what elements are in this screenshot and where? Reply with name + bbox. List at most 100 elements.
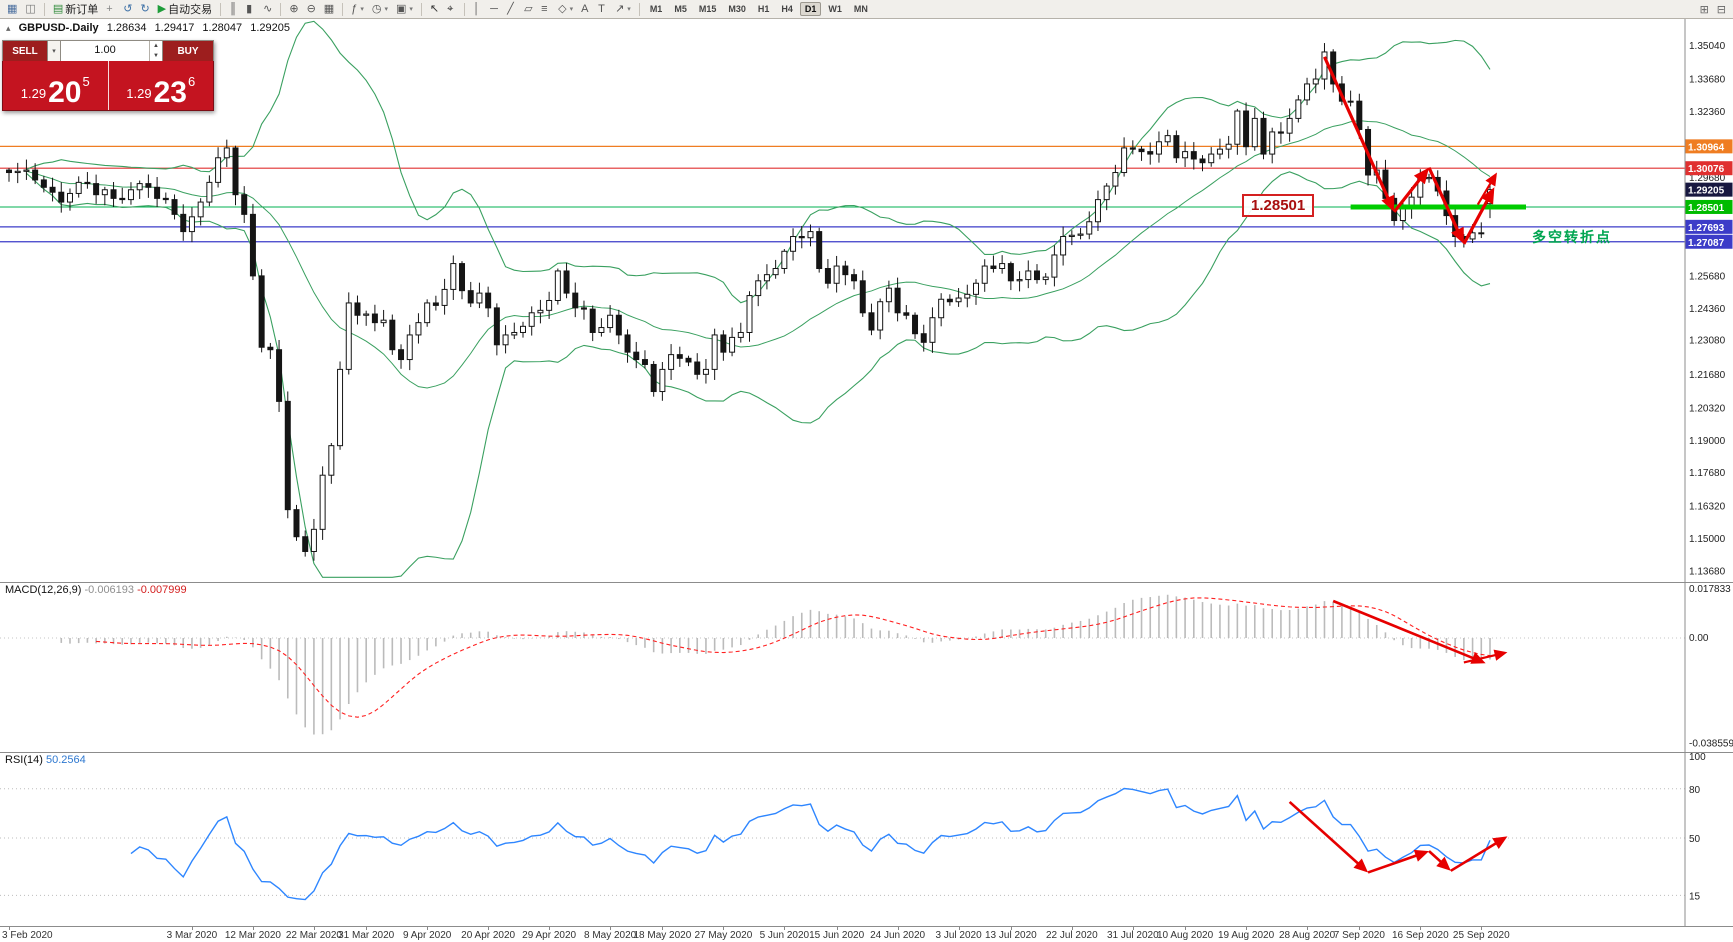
- volume-field[interactable]: 1.00 ▲ ▼: [61, 41, 163, 61]
- shapes-menu[interactable]: ◇ ▾: [554, 1, 577, 18]
- svg-text:1.29205: 1.29205: [1688, 186, 1725, 197]
- bid-price[interactable]: 1.29 20 5: [3, 61, 109, 110]
- restore-window-icon[interactable]: ⊟: [1716, 3, 1726, 16]
- svg-text:100: 100: [1689, 753, 1706, 763]
- rsi-value: 50.2564: [45, 754, 86, 766]
- date-label: 15 Jun 2020: [809, 930, 865, 941]
- svg-text:15: 15: [1689, 891, 1701, 902]
- new-order-button: ▤: [52, 2, 64, 15]
- volume-up-icon[interactable]: ▲: [153, 43, 159, 49]
- timeframe-h1[interactable]: H1: [757, 4, 770, 14]
- ask-int: 1.29: [126, 86, 152, 102]
- date-label: 29 Apr 2020: [522, 930, 577, 941]
- channel-icon: ▱: [524, 2, 533, 15]
- sell-button[interactable]: SELL: [3, 41, 47, 61]
- autotrade-button[interactable]: ▶ 自动交易: [154, 1, 216, 18]
- macd-panel[interactable]: 0.017833 0.00 -0.038559: [0, 583, 1733, 752]
- candlestick-chart-icon[interactable]: ▮: [242, 1, 259, 18]
- time-tick: [313, 927, 315, 930]
- line-chart-icon[interactable]: ∿: [259, 1, 276, 18]
- time-tick: [1307, 927, 1309, 930]
- panel-separator-rsi[interactable]: [0, 752, 1733, 753]
- svg-text:1.28501: 1.28501: [1688, 203, 1725, 214]
- refresh-icon[interactable]: ↺: [119, 1, 136, 18]
- ohlc-close: 1.29205: [250, 22, 290, 34]
- channel-icon[interactable]: ▱: [520, 1, 537, 18]
- timeframe-m15[interactable]: M15: [698, 4, 717, 14]
- time-tick: [836, 927, 838, 930]
- indicators-menu[interactable]: ƒ ▾: [347, 1, 368, 18]
- time-tick: [1071, 927, 1073, 930]
- periods-menu[interactable]: ◷ ▾: [368, 1, 392, 18]
- time-tick: [1185, 927, 1187, 930]
- periods-menu: ◷: [371, 2, 382, 15]
- cursor-icon: ↖: [429, 2, 440, 15]
- chart-window-icon[interactable]: ◫: [21, 1, 39, 18]
- date-label: 12 Mar 2020: [224, 930, 281, 941]
- cursor-icon[interactable]: ↖: [426, 1, 443, 18]
- chart-shift-icon[interactable]: ▴: [6, 23, 11, 33]
- time-tick: [723, 927, 725, 930]
- svg-text:50: 50: [1689, 834, 1701, 845]
- new-order-button[interactable]: ▤ 新订单: [49, 1, 102, 18]
- vertical-line-icon: │: [473, 2, 480, 15]
- tile-windows-icon[interactable]: ▦: [320, 1, 338, 18]
- svg-text:1.20320: 1.20320: [1689, 403, 1726, 414]
- timeframe-d1[interactable]: D1: [799, 2, 822, 16]
- chevron-down-icon: ▾: [360, 6, 364, 13]
- timeframe-w1[interactable]: W1: [828, 4, 842, 14]
- date-label: 10 Aug 2020: [1156, 930, 1214, 941]
- macd-name: MACD(12,26,9): [5, 584, 82, 596]
- volume-value[interactable]: 1.00: [94, 44, 116, 56]
- date-label: 3 Feb 2020: [2, 930, 53, 941]
- buy-button[interactable]: BUY: [163, 41, 213, 61]
- volume-down-icon[interactable]: ▼: [153, 53, 159, 59]
- toolbar-separator: [638, 2, 640, 16]
- fibonacci-icon[interactable]: ≡: [537, 1, 554, 18]
- vertical-line-icon[interactable]: │: [469, 1, 486, 18]
- time-tick: [191, 927, 193, 930]
- trendline-icon[interactable]: ╱: [503, 1, 520, 18]
- main-price-chart[interactable]: 1.35040 1.33680 1.32360 1.29680 1.25680 1.243…: [0, 18, 1733, 582]
- volume-spinner[interactable]: ▲ ▼: [149, 41, 162, 61]
- timeframe-h4[interactable]: H4: [781, 4, 793, 14]
- zoom-window-icon[interactable]: ⊞: [1699, 3, 1709, 16]
- expert-advisor-icon[interactable]: +: [102, 1, 119, 18]
- horizontal-line-icon[interactable]: ─: [486, 1, 503, 18]
- crosshair-icon[interactable]: ⌖: [443, 1, 460, 18]
- chart-grid-icon[interactable]: ▦: [3, 1, 21, 18]
- text-tool-icon[interactable]: A: [577, 1, 594, 18]
- zoom-in-icon: ⊕: [289, 2, 299, 15]
- date-label: 5 Jun 2020: [759, 930, 810, 941]
- timeframe-m30[interactable]: M30: [728, 4, 746, 14]
- timeframe-m1[interactable]: M1: [649, 4, 663, 14]
- chart-title: ▴ GBPUSD-.Daily 1.28634 1.29417 1.28047 …: [6, 22, 295, 34]
- timeframe-m5[interactable]: M5: [674, 4, 687, 14]
- sync-charts-icon[interactable]: ↻: [136, 1, 153, 18]
- bar-chart-icon[interactable]: ║: [225, 1, 242, 18]
- date-label: 8 May 2020: [583, 930, 637, 941]
- bid-int: 1.29: [20, 86, 47, 102]
- text-label-icon[interactable]: T: [594, 1, 611, 18]
- time-tick: [488, 927, 490, 930]
- volume-dropdown[interactable]: ▾: [47, 41, 61, 61]
- panel-separator-macd[interactable]: [0, 582, 1733, 583]
- rsi-panel[interactable]: 100 80 50 15: [0, 753, 1733, 926]
- svg-text:1.24360: 1.24360: [1689, 304, 1726, 315]
- templates-menu[interactable]: ▣ ▾: [392, 1, 417, 18]
- time-tick: [549, 927, 551, 930]
- arrows-menu[interactable]: ↗ ▾: [611, 1, 635, 18]
- timeframe-mn[interactable]: MN: [853, 4, 868, 14]
- svg-text:1.15000: 1.15000: [1689, 534, 1726, 545]
- date-label: 20 Apr 2020: [461, 930, 516, 941]
- zoom-out-icon[interactable]: ⊖: [303, 1, 320, 18]
- toolbar: ▦ ◫ ▤ 新订单 + ↺ ↻ ▶ 自动交易 ║ ▮ ∿ ⊕ ⊖ ▦ ƒ ▾ ◷ ▾ ▣ ▾ ↖ ⌖ │ ─ ╱ ▱ ≡ ◇ ▾ A T ↗ ▾ M…: [0, 0, 1733, 19]
- zoom-in-icon[interactable]: ⊕: [285, 1, 302, 18]
- autotrade-button: ▶: [157, 2, 167, 15]
- time-tick: [662, 927, 664, 930]
- chevron-down-icon: ▾: [409, 6, 413, 13]
- time-axis[interactable]: 3 Feb 2020 3 Mar 2020 12 Mar 2020 22 Mar 20…: [0, 927, 1733, 942]
- date-label: 9 Apr 2020: [402, 930, 452, 941]
- ask-price[interactable]: 1.29 23 6: [109, 61, 214, 110]
